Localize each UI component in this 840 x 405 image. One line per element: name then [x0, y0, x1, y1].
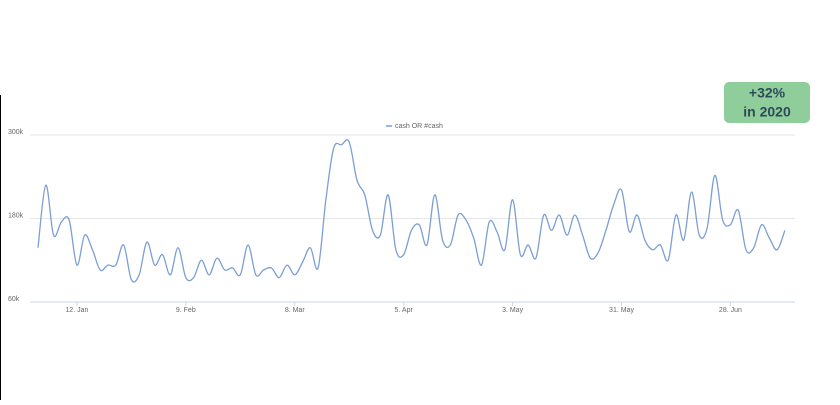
x-tick-label: 3. May [502, 307, 524, 314]
line [37, 139, 786, 283]
x-tick-label: 12. Jan [65, 307, 88, 314]
x-tick-label: 31. May [609, 307, 634, 314]
badge [724, 82, 810, 123]
badge-value: +32% [749, 85, 786, 101]
legend-label: cash OR #cash [395, 123, 443, 130]
x-tick-label: 9. Feb [176, 307, 196, 314]
x-tick-label: 8. Mar [285, 307, 306, 314]
x-tick-label: 5. Apr [395, 307, 414, 314]
y-tick-label: 180k [8, 212, 24, 219]
x-tick-label: 28. Jun [719, 307, 742, 314]
y-tick-label: 60k [8, 296, 20, 303]
badge-subtitle: in 2020 [743, 104, 791, 120]
y-tick-label: 300k [8, 129, 24, 136]
